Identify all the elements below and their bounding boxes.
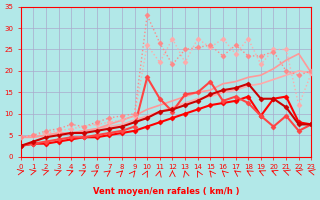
- X-axis label: Vent moyen/en rafales ( km/h ): Vent moyen/en rafales ( km/h ): [93, 187, 239, 196]
